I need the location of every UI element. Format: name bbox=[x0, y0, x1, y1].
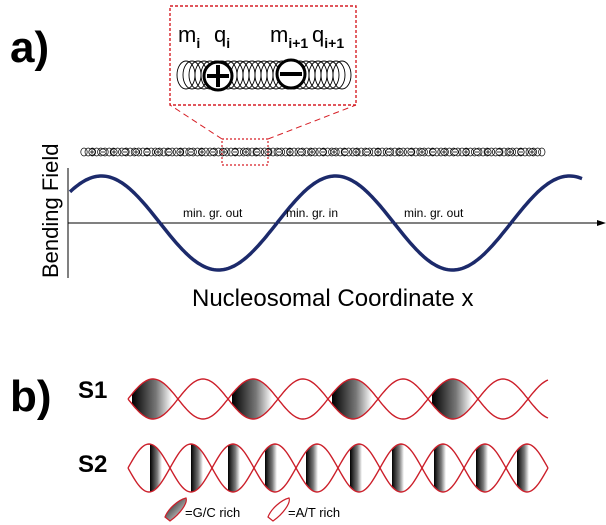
gc-rich-segment bbox=[392, 444, 404, 492]
gc-rich-segment bbox=[476, 444, 488, 492]
zoom-inset bbox=[170, 6, 356, 105]
panel-b-label: b) bbox=[10, 372, 52, 421]
small-minus-icon bbox=[166, 149, 172, 155]
small-plus-icon bbox=[243, 149, 249, 155]
small-plus-icon bbox=[309, 149, 315, 155]
small-plus-icon bbox=[177, 149, 183, 155]
small-minus-icon bbox=[298, 149, 304, 155]
legend-gc-swatch bbox=[165, 498, 186, 521]
legend-at-label: =A/T rich bbox=[288, 505, 340, 520]
small-minus-icon bbox=[496, 149, 502, 155]
sequence-label-s2: S2 bbox=[78, 451, 107, 478]
s1-gc-segments bbox=[132, 379, 472, 419]
small-plus-icon bbox=[441, 149, 447, 155]
chain-ring bbox=[539, 148, 545, 156]
small-minus-icon bbox=[518, 149, 524, 155]
legend-gc-label: =G/C rich bbox=[185, 505, 240, 520]
region-label-1: min. gr. out bbox=[183, 206, 243, 220]
small-plus-icon bbox=[463, 149, 469, 155]
small-minus-icon bbox=[452, 149, 458, 155]
small-minus-icon bbox=[232, 149, 238, 155]
small-plus-icon bbox=[331, 149, 337, 155]
small-plus-icon bbox=[485, 149, 491, 155]
s2-gc-segments bbox=[150, 444, 529, 492]
charged-ring-chain bbox=[81, 148, 545, 156]
small-plus-icon bbox=[133, 149, 139, 155]
small-minus-icon bbox=[276, 149, 282, 155]
positive-charge-icon bbox=[204, 62, 232, 90]
small-minus-icon bbox=[342, 149, 348, 155]
small-plus-icon bbox=[353, 149, 359, 155]
small-plus-icon bbox=[507, 149, 513, 155]
small-minus-icon bbox=[254, 149, 260, 155]
small-minus-icon bbox=[386, 149, 392, 155]
region-label-3: min. gr. out bbox=[404, 206, 464, 220]
gc-rich-segment bbox=[228, 444, 240, 492]
panel-a-label: a) bbox=[10, 23, 49, 72]
region-label-2: min. gr. in bbox=[286, 206, 338, 220]
small-minus-icon bbox=[100, 149, 106, 155]
small-plus-icon bbox=[529, 149, 535, 155]
zoom-connector-right bbox=[268, 105, 356, 139]
chain-ring bbox=[81, 148, 87, 156]
gc-rich-segment bbox=[517, 444, 529, 492]
zoom-connector-left bbox=[170, 105, 222, 139]
gc-rich-segment bbox=[350, 444, 362, 492]
small-minus-icon bbox=[430, 149, 436, 155]
small-minus-icon bbox=[122, 149, 128, 155]
small-plus-icon bbox=[155, 149, 161, 155]
small-minus-icon bbox=[364, 149, 370, 155]
small-minus-icon bbox=[144, 149, 150, 155]
small-minus-icon bbox=[188, 149, 194, 155]
gc-rich-segment bbox=[306, 444, 318, 492]
small-plus-icon bbox=[199, 149, 205, 155]
small-plus-icon bbox=[397, 149, 403, 155]
gc-rich-segment bbox=[265, 444, 277, 492]
legend-at-swatch bbox=[268, 498, 289, 521]
sequence-label-s1: S1 bbox=[78, 377, 107, 404]
gc-rich-segment bbox=[434, 444, 446, 492]
small-minus-icon bbox=[320, 149, 326, 155]
small-minus-icon bbox=[210, 149, 216, 155]
small-plus-icon bbox=[375, 149, 381, 155]
small-plus-icon bbox=[419, 149, 425, 155]
small-minus-icon bbox=[408, 149, 414, 155]
x-axis-arrow bbox=[597, 220, 606, 226]
small-plus-icon bbox=[111, 149, 117, 155]
x-axis-label: Nucleosomal Coordinate x bbox=[192, 285, 473, 312]
small-plus-icon bbox=[89, 149, 95, 155]
small-plus-icon bbox=[287, 149, 293, 155]
small-minus-icon bbox=[474, 149, 480, 155]
y-axis-label: Bending Field bbox=[38, 143, 63, 278]
negative-charge-icon bbox=[277, 60, 305, 88]
